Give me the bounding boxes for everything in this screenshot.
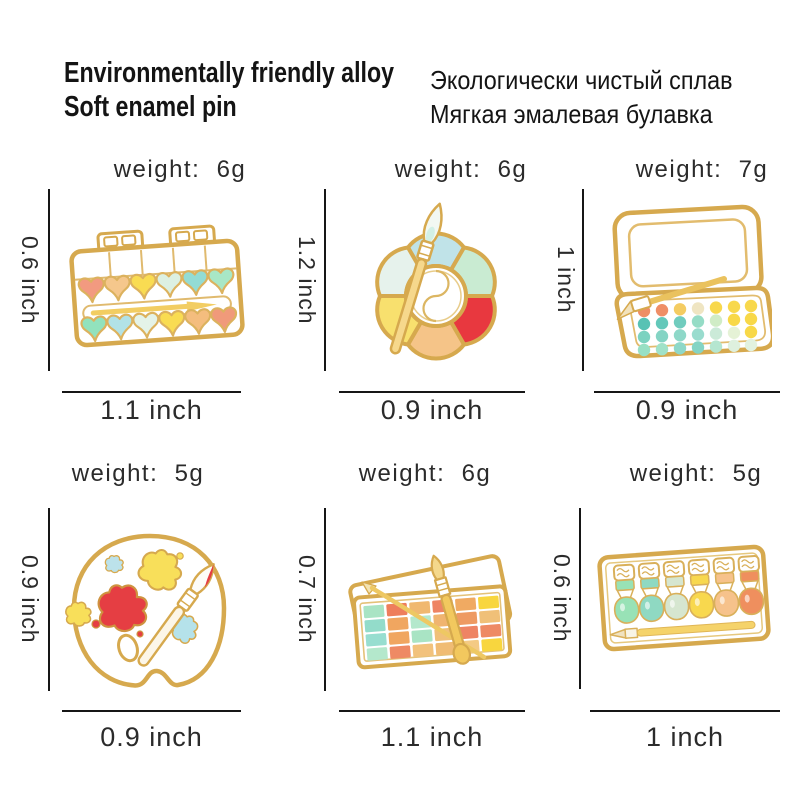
- width-dimension-label: 1.1 inch: [100, 395, 203, 425]
- header-ru-line2: Мягкая эмалевая булавка: [430, 99, 713, 130]
- width-dimension-line: [594, 391, 780, 393]
- width-dimension-label: 0.9 inch: [100, 722, 203, 752]
- flat-brush: [430, 554, 472, 665]
- brush-tip: [186, 301, 217, 312]
- mini-brush: [616, 276, 727, 321]
- width-dimension-line: [62, 391, 241, 393]
- pin-illustration-artist-palette: [65, 533, 227, 688]
- pin-illustration-tilted-palette-box: [348, 554, 513, 670]
- brush-handle: [90, 303, 192, 316]
- tray-brush: [609, 620, 756, 639]
- tilted-palette-group: [348, 554, 513, 670]
- header-en-line1: Environmentally friendly alloy: [64, 57, 395, 89]
- header-en-line2: Soft enamel pin: [64, 90, 237, 123]
- weight-label: weight: 6g: [113, 156, 247, 183]
- width-dimension-line: [339, 391, 525, 393]
- weight-label: weight: 6g: [358, 460, 492, 487]
- red-paint-tip: [204, 564, 214, 588]
- header-russian: Экологически чистый сплав Мягкая эмалева…: [430, 63, 733, 132]
- height-dimension-label: 0.6 inch: [549, 554, 575, 643]
- header-ru-line1: Экологически чистый сплав: [430, 65, 733, 95]
- pin-illustration-flower-palette: [375, 202, 497, 361]
- header-english: Environmentally friendly alloy Soft enam…: [64, 57, 394, 125]
- pin-illustration-heart-paint-box: [69, 224, 245, 348]
- height-dimension-line: [324, 508, 326, 691]
- height-dimension-line: [579, 508, 581, 689]
- artist-palette-group: [65, 533, 227, 688]
- yin-yang-swirl: [422, 269, 450, 323]
- width-dimension-line: [590, 710, 780, 712]
- flower-petals: [375, 231, 497, 361]
- width-dimension-label: 1 inch: [645, 722, 725, 752]
- height-dimension-label: 0.7 inch: [294, 555, 320, 644]
- paintbrush: [137, 563, 215, 667]
- pin-illustration-paint-tube-set: [597, 544, 771, 652]
- width-dimension-line: [339, 710, 525, 712]
- height-dimension-label: 1.2 inch: [294, 235, 320, 325]
- width-dimension-line: [62, 710, 241, 712]
- thumb-hole: [117, 633, 139, 663]
- height-dimension-line: [48, 508, 50, 691]
- pin-illustration-paint-compact: [612, 204, 772, 359]
- paintbrush: [389, 202, 443, 355]
- height-dimension-line: [324, 189, 326, 371]
- compact-lid: [612, 204, 764, 302]
- tube-set-group: [597, 544, 771, 652]
- height-dimension-label: 0.6 inch: [17, 235, 43, 325]
- height-dimension-line: [48, 189, 50, 371]
- width-dimension-label: 0.9 inch: [635, 395, 739, 425]
- width-dimension-label: 1.1 inch: [380, 722, 484, 752]
- height-dimension-line: [582, 189, 584, 371]
- compact-tray: [614, 276, 772, 359]
- weight-label: weight: 6g: [394, 156, 528, 183]
- weight-label: weight: 5g: [71, 460, 205, 487]
- weight-label: weight: 7g: [635, 156, 769, 183]
- palette-body: [71, 533, 227, 688]
- paint-compact-group: [612, 204, 772, 359]
- width-dimension-label: 0.9 inch: [380, 395, 484, 425]
- weight-label: weight: 5g: [629, 460, 763, 487]
- height-dimension-label: 0.9 inch: [17, 555, 43, 644]
- height-dimension-label: 1 inch: [553, 246, 579, 314]
- heart-paint-box-group: [69, 224, 245, 348]
- flower-palette-group: [375, 202, 497, 361]
- paint-dots: [637, 299, 758, 357]
